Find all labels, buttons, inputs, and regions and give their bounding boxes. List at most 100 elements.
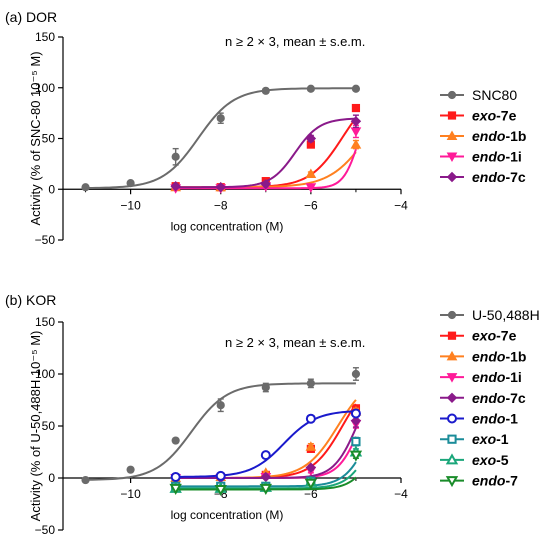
legend-marker	[447, 331, 457, 340]
legend-item-exo-7e: exo-7e	[440, 328, 517, 344]
legend-label: U-50,488H	[472, 307, 540, 323]
data-point	[261, 86, 270, 95]
data-point	[170, 180, 181, 192]
data-point	[126, 465, 135, 474]
legend-marker	[446, 171, 458, 183]
data-point	[304, 478, 318, 490]
legend-label: endo-1b	[472, 348, 526, 364]
data-point	[305, 168, 317, 179]
data-point	[215, 182, 226, 193]
legend-item-exo-1: exo-1	[440, 431, 509, 447]
legend-label: SNC80	[472, 87, 517, 103]
legend-label: endo-7	[472, 473, 518, 489]
data-point	[169, 483, 182, 495]
legend-item-endo-1i: endo-1i	[440, 149, 522, 165]
data-point	[214, 484, 227, 496]
data-point	[305, 413, 316, 424]
data-point	[305, 183, 317, 193]
x-tick-label: −6	[304, 198, 318, 212]
series-endo-1b	[170, 399, 362, 482]
legend-marker	[446, 130, 458, 140]
fit-curve	[85, 382, 356, 481]
legend-marker	[445, 476, 459, 488]
legend-marker	[447, 310, 457, 320]
series-endo-1	[170, 408, 361, 482]
legend-label: exo-5	[472, 452, 509, 468]
y-tick-label: 100	[35, 367, 55, 381]
y-tick-label: 150	[35, 315, 55, 329]
panel-label: (b) KOR	[5, 292, 56, 308]
legend-item-endo-1i: endo-1i	[440, 369, 522, 385]
data-point	[81, 183, 90, 192]
legend-marker	[447, 90, 457, 100]
annotation-text: n ≥ 2 × 3, mean ± s.e.m.	[225, 34, 365, 49]
series-U-50,488H	[81, 367, 361, 485]
data-point	[351, 103, 361, 113]
y-axis-label: Activity (% of U-50,488H 10⁻⁵ M)	[28, 331, 43, 522]
series-exo-7e	[171, 103, 361, 192]
panel-dor: (a) DOR n ≥ 2 × 3, mean ± s.e.m. −50 0 50 100…	[5, 9, 526, 247]
data-point	[350, 127, 362, 137]
data-point	[215, 470, 226, 481]
legend-label: exo-7e	[472, 108, 517, 124]
legend-item-endo-1b: endo-1b	[440, 128, 526, 144]
legend-marker	[446, 392, 458, 404]
legend-item-exo-7e: exo-7e	[440, 108, 517, 124]
legend-marker	[447, 413, 457, 424]
legend-marker	[445, 453, 459, 465]
x-axis-label: log concentration (M)	[171, 219, 284, 233]
x-tick-label: −4	[394, 487, 408, 501]
legend-item-exo-5: exo-5	[440, 452, 509, 468]
data-point	[216, 114, 225, 123]
data-point	[260, 450, 271, 461]
legend-marker	[446, 350, 458, 361]
legend-label: endo-1b	[472, 128, 526, 144]
y-tick-label: 150	[35, 30, 55, 44]
y-tick-label: 0	[48, 182, 55, 196]
data-point	[81, 475, 90, 485]
series-SNC80	[81, 84, 361, 192]
y-tick-label: 50	[42, 132, 56, 146]
data-point	[350, 415, 362, 427]
data-point	[306, 84, 315, 93]
data-point	[305, 133, 317, 144]
x-tick-label: −4	[394, 198, 408, 212]
data-point	[306, 379, 315, 388]
legend-item-endo-7c: endo-7c	[440, 169, 526, 185]
legend-item-endo-7: endo-7	[440, 473, 518, 489]
data-point	[259, 483, 273, 495]
panel-kor: (b) KOR n ≥ 2 × 3, mean ± s.e.m. −50 0 50 100…	[5, 292, 540, 537]
data-point	[351, 437, 361, 447]
series-endo-7c	[170, 114, 362, 193]
legend-item-endo-7c: endo-7c	[440, 390, 526, 406]
y-tick-label: 100	[35, 81, 55, 95]
legend-label: exo-7e	[472, 328, 517, 344]
data-point	[349, 450, 363, 462]
x-tick-label: −10	[120, 198, 141, 212]
legend-item-endo-1: endo-1	[440, 411, 518, 427]
legend-label: endo-7c	[472, 390, 526, 406]
legend-label: exo-1	[472, 431, 509, 447]
legend-label: endo-1	[472, 411, 518, 427]
x-tick-label: −8	[214, 198, 228, 212]
y-tick-label: −50	[35, 523, 56, 537]
legend-label: endo-7c	[472, 169, 526, 185]
data-point	[261, 383, 270, 392]
fit-curve	[175, 410, 356, 478]
x-axis-label: log concentration (M)	[171, 508, 284, 522]
legend-marker	[447, 434, 457, 444]
legend-label: endo-1i	[472, 369, 522, 385]
annotation-text: n ≥ 2 × 3, mean ± s.e.m.	[225, 335, 365, 350]
data-point	[126, 179, 135, 188]
legend-label: endo-1i	[472, 149, 522, 165]
legend-marker	[446, 373, 458, 383]
data-point	[350, 139, 362, 149]
y-tick-label: 0	[48, 471, 55, 485]
data-point	[170, 471, 181, 482]
legend-item-SNC80: SNC80	[440, 87, 517, 103]
legend-marker	[446, 152, 458, 163]
data-point	[260, 178, 272, 190]
x-tick-label: −6	[304, 487, 318, 501]
data-point	[350, 116, 362, 127]
